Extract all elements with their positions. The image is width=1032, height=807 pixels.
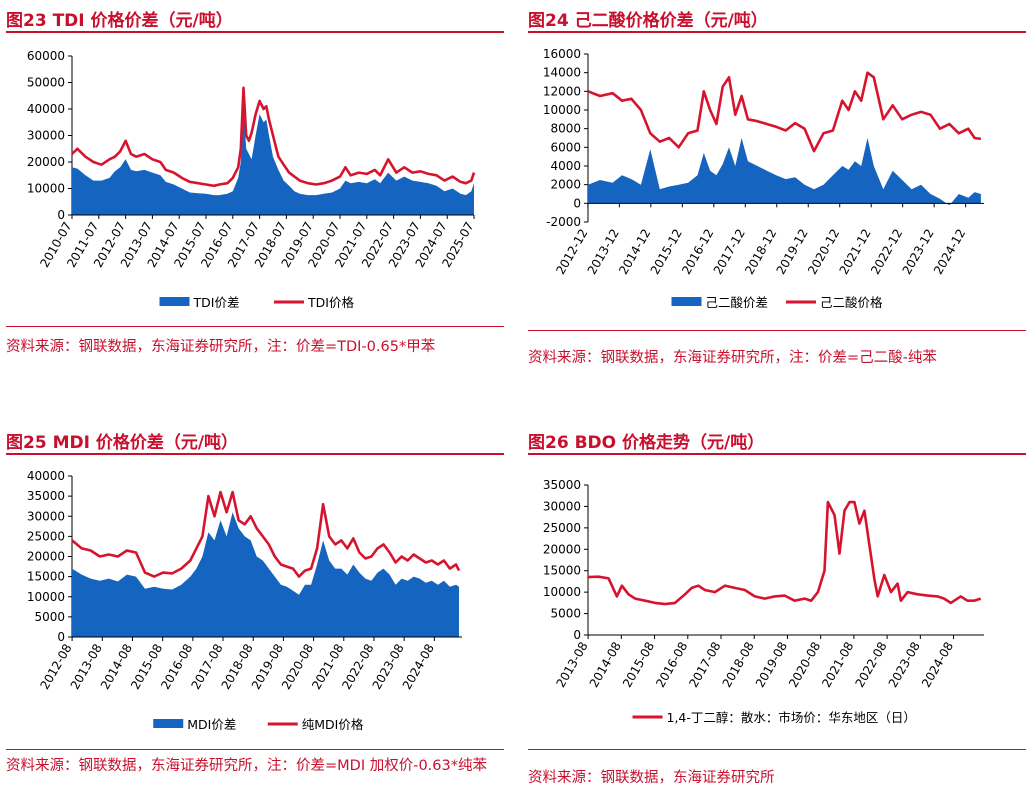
legend-swatch-area — [671, 297, 702, 306]
x-tick-label: 2014-08 — [587, 640, 624, 690]
title-rule — [6, 453, 504, 455]
series-line-己二酸价格 — [587, 71, 982, 153]
x-tick-label: 2024-08 — [919, 640, 956, 690]
y-tick-label: 15000 — [27, 570, 65, 584]
series-line-纯MDI价格 — [71, 490, 461, 578]
legend-label: 1,4-丁二醇：散水：市场价：华东地区（日） — [667, 710, 916, 725]
panel-title: 图26 BDO 价格走势（元/吨） — [528, 433, 765, 453]
y-tick-label: 0 — [573, 628, 581, 642]
y-tick-label: 40000 — [27, 469, 65, 483]
series-area-己二酸价差 — [588, 138, 981, 206]
x-tick-label: 2023-08 — [886, 640, 923, 690]
legend-swatch-area — [153, 719, 184, 728]
x-tick-label: 2018-08 — [720, 640, 757, 690]
y-tick-label: 60000 — [27, 49, 65, 63]
series-line-TDI价格 — [71, 86, 476, 188]
y-tick-label: 10000 — [543, 585, 581, 599]
x-tick-label: 2013-08 — [554, 640, 591, 690]
x-tick-label: 2016-08 — [653, 640, 690, 690]
source-note: 资料来源：钢联数据，东海证券研究所，注：价差=MDI 加权价-0.63*纯苯 — [6, 758, 487, 774]
x-tick-label: 2020-08 — [786, 640, 823, 690]
y-tick-label: 25000 — [27, 529, 65, 543]
y-tick-label: 35000 — [543, 478, 581, 492]
source-rule — [6, 749, 504, 750]
y-tick-label: 4000 — [550, 159, 581, 173]
y-tick-label: 30000 — [27, 129, 65, 143]
y-tick-label: 20000 — [27, 550, 65, 564]
y-tick-label: 0 — [573, 196, 581, 210]
y-tick-label: 5000 — [550, 607, 581, 621]
y-tick-label: 30000 — [543, 499, 581, 513]
y-tick-label: 25000 — [543, 521, 581, 535]
series-area-MDI价差 — [72, 512, 459, 637]
x-tick-label: 2015-08 — [620, 640, 657, 690]
series-area-TDI价差 — [72, 106, 474, 215]
y-tick-label: 20000 — [543, 542, 581, 556]
y-tick-label: -2000 — [546, 215, 581, 229]
y-tick-label: 40000 — [27, 102, 65, 116]
legend-label: 纯MDI价格 — [302, 717, 364, 732]
y-tick-label: 2000 — [550, 178, 581, 192]
panel-title: 图25 MDI 价格价差（元/吨） — [6, 433, 239, 453]
y-tick-label: 6000 — [550, 140, 581, 154]
y-tick-label: 5000 — [34, 610, 65, 624]
source-note: 资料来源：钢联数据，东海证券研究所，注：价差=TDI-0.65*甲苯 — [6, 339, 436, 355]
source-rule — [6, 326, 504, 327]
y-tick-label: 10000 — [543, 103, 581, 117]
legend-label: TDI价格 — [307, 295, 354, 310]
y-tick-label: 15000 — [543, 564, 581, 578]
x-tick-label: 2019-08 — [753, 640, 790, 690]
title-rule — [528, 453, 1026, 455]
legend-swatch-area — [159, 297, 190, 306]
legend-label: 己二酸价差 — [706, 295, 769, 310]
y-tick-label: 30000 — [27, 509, 65, 523]
panel-title: 图23 TDI 价格价差（元/吨） — [6, 11, 233, 31]
y-tick-label: 12000 — [543, 84, 581, 98]
source-rule — [528, 749, 1026, 750]
series-line-1,4-丁二醇：散水：市场价：华东地区（日） — [587, 500, 982, 606]
x-tick-label: 2024-12 — [931, 227, 968, 277]
legend-label: 己二酸价格 — [820, 295, 883, 310]
y-tick-label: 14000 — [543, 66, 581, 80]
y-tick-label: 0 — [57, 208, 65, 222]
y-tick-label: 8000 — [550, 122, 581, 136]
source-note: 资料来源：钢联数据，东海证券研究所，注：价差=己二酸-纯苯 — [528, 350, 937, 366]
source-rule — [528, 330, 1026, 331]
y-tick-label: 16000 — [543, 47, 581, 61]
title-rule — [528, 31, 1026, 33]
x-tick-label: 2021-08 — [819, 640, 856, 690]
y-tick-label: 35000 — [27, 489, 65, 503]
y-tick-label: 50000 — [27, 76, 65, 90]
y-tick-label: 10000 — [27, 182, 65, 196]
chart-adipic-acid: -2000 0 2000 4000 6000 8000 10000 12000 14000 160… — [543, 47, 984, 310]
title-rule — [6, 31, 504, 33]
chart-tdi: 01000020000300004000050000600002010-0720… — [27, 49, 477, 310]
x-tick-label: 2017-08 — [686, 640, 723, 690]
legend-label: TDI价差 — [193, 295, 240, 310]
chart-mdi: 0 5000 10000 15000 20000 25000 30000 35000 40000… — [27, 469, 462, 732]
y-tick-label: 20000 — [27, 155, 65, 169]
x-tick-label: 2022-08 — [853, 640, 890, 690]
source-note: 资料来源：钢联数据，东海证券研究所 — [528, 770, 775, 786]
panel-title: 图24 己二酸价格价差（元/吨） — [528, 11, 768, 31]
y-tick-label: 0 — [57, 630, 65, 644]
chart-bdo: 0 5000 10000 15000 20000 25000 30000 35000 2013-… — [543, 478, 984, 725]
y-tick-label: 10000 — [27, 590, 65, 604]
legend-label: MDI价差 — [187, 717, 236, 732]
